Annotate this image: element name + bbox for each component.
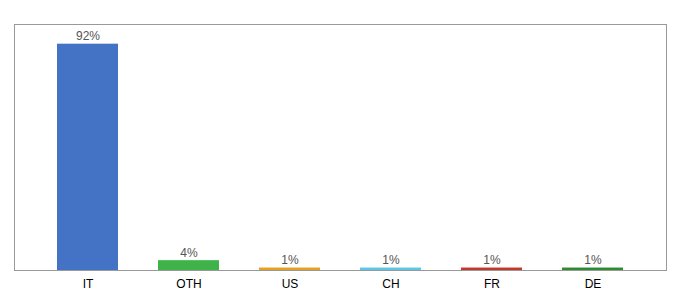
svg-text:1%: 1% (281, 253, 299, 267)
svg-text:CH: CH (382, 277, 399, 291)
svg-text:4%: 4% (180, 246, 198, 260)
svg-text:92%: 92% (76, 29, 100, 43)
svg-text:1%: 1% (382, 253, 400, 267)
svg-text:OTH: OTH (176, 277, 201, 291)
svg-text:1%: 1% (483, 253, 501, 267)
svg-text:FR: FR (484, 277, 500, 291)
svg-text:IT: IT (83, 277, 94, 291)
svg-text:1%: 1% (584, 253, 602, 267)
svg-text:DE: DE (585, 277, 602, 291)
svg-text:US: US (282, 277, 299, 291)
